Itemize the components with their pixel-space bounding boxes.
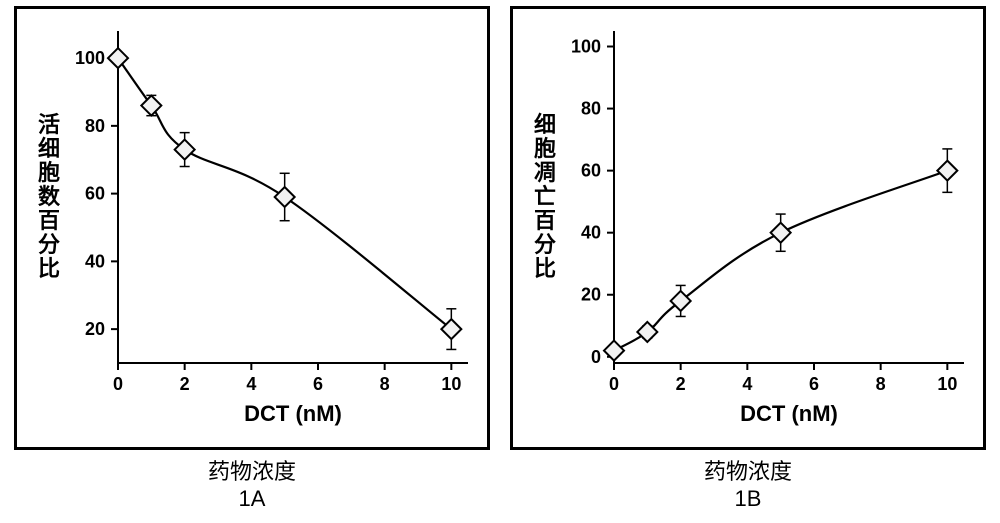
svg-text:亡: 亡 xyxy=(534,184,556,209)
panel-a-chart: 0 2 4 6 8 10 20 40 60 80 100 DCT (nM) 活细胞数百分比 xyxy=(23,13,483,443)
svg-text:比: 比 xyxy=(534,256,556,281)
svg-text:80: 80 xyxy=(85,116,105,136)
svg-text:6: 6 xyxy=(313,374,323,394)
svg-text:比: 比 xyxy=(38,256,60,281)
figure-container: 024681020406080100DCT (nM)活细胞数百分比 药物浓度 1… xyxy=(0,0,1000,512)
svg-text:20: 20 xyxy=(85,319,105,339)
svg-text:10: 10 xyxy=(441,374,461,394)
svg-text:2: 2 xyxy=(180,374,190,394)
svg-text:100: 100 xyxy=(75,48,105,68)
panel-a-x-label2: 药物浓度 xyxy=(208,454,296,486)
panel-b-below: 药物浓度 1B xyxy=(704,454,792,512)
svg-text:60: 60 xyxy=(581,161,601,181)
svg-text:40: 40 xyxy=(85,251,105,271)
svg-text:细: 细 xyxy=(38,136,60,161)
svg-text:0: 0 xyxy=(609,374,619,394)
panel-b-chart: 0246810020406080100DCT (nM)细胞凋亡百分比 xyxy=(519,13,979,443)
svg-text:8: 8 xyxy=(380,374,390,394)
svg-text:百: 百 xyxy=(534,208,556,233)
svg-text:10: 10 xyxy=(937,374,957,394)
svg-text:0: 0 xyxy=(591,347,601,367)
svg-text:6: 6 xyxy=(809,374,819,394)
svg-text:8: 8 xyxy=(876,374,886,394)
svg-text:2: 2 xyxy=(676,374,686,394)
svg-text:活: 活 xyxy=(38,112,60,137)
svg-text:DCT (nM): DCT (nM) xyxy=(740,401,838,426)
svg-text:40: 40 xyxy=(581,223,601,243)
svg-text:细: 细 xyxy=(534,112,556,137)
panel-a-frame: 0 2 4 6 8 10 20 40 60 80 100 DCT (nM) 活细胞数百分比 xyxy=(14,6,490,450)
panel-a-below: 药物浓度 1A xyxy=(208,454,296,512)
svg-text:胞: 胞 xyxy=(38,160,60,185)
svg-text:凋: 凋 xyxy=(534,160,556,185)
svg-text:4: 4 xyxy=(742,374,752,394)
panel-a-subid: 1A xyxy=(239,486,266,512)
svg-text:4: 4 xyxy=(246,374,256,394)
panel-b-subid: 1B xyxy=(735,486,762,512)
svg-text:分: 分 xyxy=(38,232,60,257)
svg-text:20: 20 xyxy=(581,285,601,305)
svg-text:60: 60 xyxy=(85,184,105,204)
svg-text:数: 数 xyxy=(38,184,61,209)
svg-text:分: 分 xyxy=(534,232,556,257)
panel-a-wrap: 0 2 4 6 8 10 20 40 60 80 100 DCT (nM) 活细胞数百分比 药物浓度 1… xyxy=(14,6,490,512)
svg-text:100: 100 xyxy=(571,37,601,57)
panel-b-x-label2: 药物浓度 xyxy=(704,454,792,486)
svg-text:百: 百 xyxy=(38,208,60,233)
svg-text:DCT (nM): DCT (nM) xyxy=(244,401,342,426)
svg-text:80: 80 xyxy=(581,99,601,119)
panel-b-wrap: 0246810020406080100DCT (nM)细胞凋亡百分比 药物浓度 … xyxy=(510,6,986,512)
svg-text:0: 0 xyxy=(113,374,123,394)
panel-b-frame: 0246810020406080100DCT (nM)细胞凋亡百分比 xyxy=(510,6,986,450)
svg-text:胞: 胞 xyxy=(534,136,556,161)
